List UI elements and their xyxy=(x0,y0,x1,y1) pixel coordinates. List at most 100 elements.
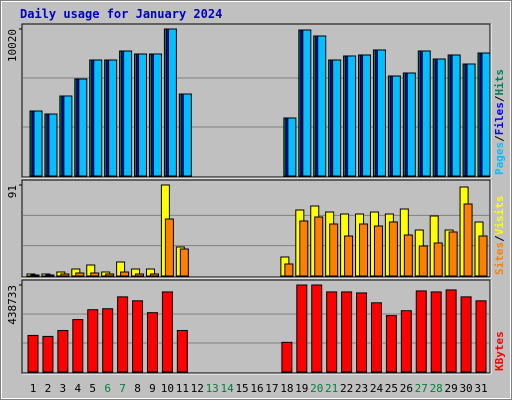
bar xyxy=(406,72,416,177)
bar xyxy=(463,203,473,277)
legend-entry: Hits xyxy=(493,69,506,96)
bar xyxy=(48,113,58,177)
legend: KBytes xyxy=(493,331,506,371)
bar xyxy=(164,218,174,277)
bar xyxy=(176,329,188,373)
x-tick-label: 28 xyxy=(430,382,443,395)
legend-entry: Files xyxy=(493,102,506,135)
x-tick-label: 9 xyxy=(149,382,156,395)
bar xyxy=(445,289,457,373)
bar xyxy=(362,54,372,177)
x-tick-label: 8 xyxy=(134,382,141,395)
x-tick-label: 21 xyxy=(325,382,338,395)
bar xyxy=(466,63,476,177)
bar xyxy=(341,291,353,373)
x-tick-label: 2 xyxy=(45,382,52,395)
bar xyxy=(182,93,192,177)
bar xyxy=(332,59,342,177)
x-tick-label: 31 xyxy=(474,382,487,395)
x-tick-label: 29 xyxy=(445,382,458,395)
y-tick-label: 91 xyxy=(6,185,19,198)
bar xyxy=(132,300,144,373)
bar xyxy=(448,231,458,277)
bar xyxy=(430,291,442,373)
bar xyxy=(135,273,145,277)
bar xyxy=(451,54,461,177)
x-tick-label: 5 xyxy=(89,382,96,395)
bar xyxy=(481,52,491,177)
x-tick-label: 12 xyxy=(191,382,204,395)
bar xyxy=(400,310,412,373)
bar xyxy=(376,49,386,177)
bar xyxy=(326,291,338,373)
bar xyxy=(388,221,398,277)
bar xyxy=(33,110,43,177)
legend: Pages/Files/Hits xyxy=(493,69,506,175)
bar xyxy=(302,29,312,177)
bar xyxy=(30,274,40,277)
x-tick-label: 19 xyxy=(295,382,308,395)
bar xyxy=(391,75,401,177)
x-tick-label: 3 xyxy=(60,382,67,395)
bar xyxy=(152,53,162,177)
bar xyxy=(93,59,103,177)
bar xyxy=(27,334,39,373)
bar xyxy=(90,272,100,277)
panel xyxy=(21,279,491,374)
legend-separator: / xyxy=(493,135,506,142)
bar xyxy=(281,341,293,373)
legend-separator: / xyxy=(493,235,506,242)
x-tick-label: 18 xyxy=(280,382,293,395)
legend-entry: Sites xyxy=(493,242,506,275)
x-tick-label: 15 xyxy=(235,382,248,395)
bar xyxy=(72,319,84,373)
bar xyxy=(75,272,85,277)
bar xyxy=(460,296,472,373)
bar xyxy=(105,273,115,277)
x-tick-label: 24 xyxy=(370,382,384,395)
y-tick-label: 10020 xyxy=(6,29,19,62)
bar xyxy=(117,296,129,373)
bar xyxy=(108,59,118,177)
bar xyxy=(311,284,323,373)
bar xyxy=(299,220,309,277)
bar xyxy=(478,235,488,277)
x-tick-label: 14 xyxy=(221,382,235,395)
bar xyxy=(314,216,324,277)
bar xyxy=(436,58,446,177)
legend: Sites/Visits xyxy=(493,196,506,276)
bar xyxy=(120,271,130,277)
bar xyxy=(344,235,354,277)
bar xyxy=(60,273,70,277)
bar xyxy=(138,53,148,177)
bar xyxy=(356,292,368,373)
bar xyxy=(329,223,339,277)
bar xyxy=(87,309,99,373)
legend-separator: / xyxy=(493,95,506,102)
legend-entry: Pages xyxy=(493,142,506,175)
bar xyxy=(179,248,189,277)
x-tick-label: 16 xyxy=(250,382,263,395)
x-tick-label: 4 xyxy=(74,382,81,395)
bar xyxy=(78,78,88,177)
x-tick-label: 7 xyxy=(119,382,126,395)
x-tick-label: 13 xyxy=(206,382,219,395)
x-tick-label: 30 xyxy=(459,382,472,395)
bar xyxy=(415,290,427,373)
bar xyxy=(102,308,114,373)
bar xyxy=(296,284,308,373)
bar xyxy=(418,245,428,277)
bar xyxy=(149,273,159,277)
x-tick-label: 22 xyxy=(340,382,353,395)
bar xyxy=(42,335,54,373)
bar xyxy=(57,329,69,373)
bar xyxy=(45,274,55,277)
bar xyxy=(370,302,382,373)
chart-title: Daily usage for January 2024 xyxy=(20,7,222,21)
bar xyxy=(146,312,158,373)
bar xyxy=(433,242,443,277)
x-tick-label: 11 xyxy=(176,382,189,395)
y-tick-label: 438733 xyxy=(6,285,19,325)
